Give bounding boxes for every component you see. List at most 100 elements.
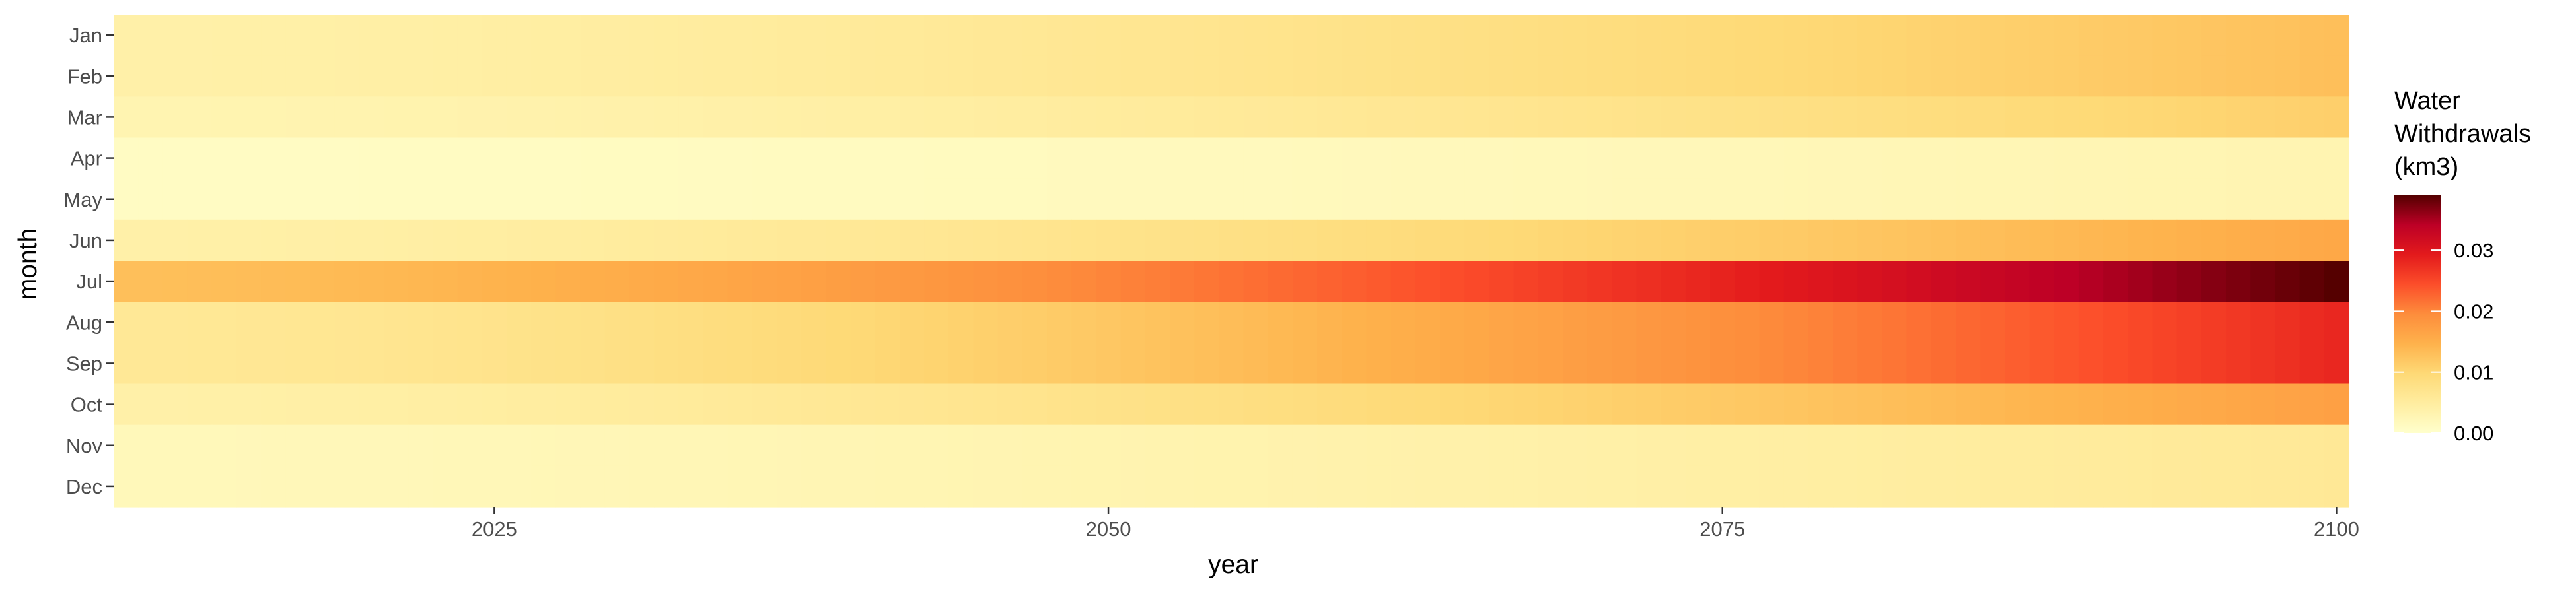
heatmap-cell: [2176, 96, 2202, 139]
heatmap-cell: [1710, 424, 1735, 467]
heatmap-cell: [211, 261, 237, 302]
heatmap-cell: [1415, 261, 1441, 302]
heatmap-cell: [1685, 137, 1711, 180]
heatmap-cell: [2054, 383, 2079, 426]
heatmap-cell: [1342, 55, 1367, 97]
heatmap-cell: [1071, 178, 1097, 220]
heatmap-cell: [2103, 219, 2128, 261]
heatmap-cell: [1022, 383, 1048, 426]
heatmap-cell: [1317, 465, 1342, 508]
heatmap-cell: [555, 465, 581, 508]
heatmap-cell: [1857, 261, 1883, 302]
heatmap-cell: [1808, 383, 1834, 426]
heatmap-cell: [1342, 15, 1367, 56]
heatmap-cell: [1390, 96, 1416, 139]
heatmap-cell: [1047, 219, 1072, 261]
heatmap-cell: [555, 178, 581, 220]
heatmap-cell: [2128, 302, 2153, 343]
heatmap-cell: [1956, 261, 1981, 302]
heatmap-cell: [1464, 261, 1490, 302]
heatmap-cell: [261, 219, 286, 261]
heatmap-cell: [408, 302, 434, 343]
heatmap-cell: [1735, 302, 1760, 343]
heatmap-cell: [801, 137, 827, 180]
heatmap-cell: [1219, 55, 1244, 97]
heatmap-cell: [801, 178, 827, 220]
heatmap-cell: [1612, 343, 1637, 385]
heatmap-cell: [678, 465, 704, 508]
heatmap-cell: [948, 137, 974, 180]
heatmap-cell: [482, 96, 507, 139]
heatmap-cell: [997, 15, 1023, 56]
heatmap-cell: [1170, 383, 1195, 426]
heatmap-cell: [1489, 137, 1515, 180]
heatmap-cell: [1808, 96, 1834, 139]
heatmap-cell: [1538, 178, 1563, 220]
heatmap-cell: [1735, 465, 1760, 508]
heatmap-cell: [678, 302, 704, 343]
heatmap-cell: [2103, 383, 2128, 426]
heatmap-cell: [997, 137, 1023, 180]
heatmap-cell: [310, 137, 336, 180]
heatmap-cell: [1833, 261, 1858, 302]
heatmap-cell: [1342, 219, 1367, 261]
heatmap-cell: [1882, 55, 1908, 97]
heatmap-cell: [555, 383, 581, 426]
heatmap-cell: [973, 178, 999, 220]
heatmap-cell: [138, 343, 163, 385]
heatmap-cell: [2005, 465, 2030, 508]
heatmap-cell: [801, 343, 827, 385]
heatmap-cell: [506, 178, 532, 220]
heatmap-cell: [1366, 96, 1392, 139]
heatmap-cell: [236, 261, 262, 302]
heatmap-cell: [1390, 55, 1416, 97]
heatmap-cell: [1022, 15, 1048, 56]
heatmap-cell: [850, 137, 876, 180]
heatmap-cell: [801, 465, 827, 508]
heatmap-cell: [850, 96, 876, 139]
heatmap-cell: [138, 178, 163, 220]
heatmap-cell: [1145, 96, 1170, 139]
heatmap-cell: [703, 178, 729, 220]
heatmap-cell: [1685, 383, 1711, 426]
heatmap-cell: [1390, 465, 1416, 508]
heatmap-cell: [1759, 383, 1785, 426]
heatmap-cell: [334, 15, 360, 56]
heatmap-cell: [752, 137, 777, 180]
heatmap-cell: [1563, 465, 1588, 508]
heatmap-cell: [1194, 261, 1220, 302]
heatmap-cell: [2005, 261, 2030, 302]
heatmap-cell: [1022, 96, 1048, 139]
heatmap-cell: [924, 137, 949, 180]
heatmap-cell: [1931, 424, 1956, 467]
heatmap-cell: [2324, 137, 2349, 180]
heatmap-cell: [801, 96, 827, 139]
heatmap-cell: [899, 424, 925, 467]
heatmap-cell: [2078, 55, 2104, 97]
heatmap-cell: [1243, 302, 1269, 343]
heatmap-cell: [850, 261, 876, 302]
heatmap-cell: [1685, 15, 1711, 56]
heatmap-cell: [187, 424, 213, 467]
heatmap-cell: [801, 219, 827, 261]
heatmap-cell: [973, 465, 999, 508]
heatmap-cell: [2201, 219, 2227, 261]
heatmap-cell: [777, 424, 802, 467]
heatmap-cell: [1096, 302, 1122, 343]
heatmap-cell: [1636, 465, 1662, 508]
heatmap-cell: [1956, 178, 1981, 220]
heatmap-cell: [408, 15, 434, 56]
heatmap-cell: [727, 343, 753, 385]
heatmap-cell: [2275, 96, 2301, 139]
heatmap-cell: [1489, 302, 1515, 343]
heatmap-cell: [261, 15, 286, 56]
heatmap-cell: [2128, 424, 2153, 467]
heatmap-cell: [850, 219, 876, 261]
heatmap-cell: [457, 302, 483, 343]
heatmap-cell: [1587, 96, 1612, 139]
heatmap-cell: [1956, 219, 1981, 261]
heatmap-cell: [826, 219, 851, 261]
heatmap-cell: [1120, 424, 1146, 467]
heatmap-cell: [948, 15, 974, 56]
heatmap-cell: [2152, 137, 2178, 180]
